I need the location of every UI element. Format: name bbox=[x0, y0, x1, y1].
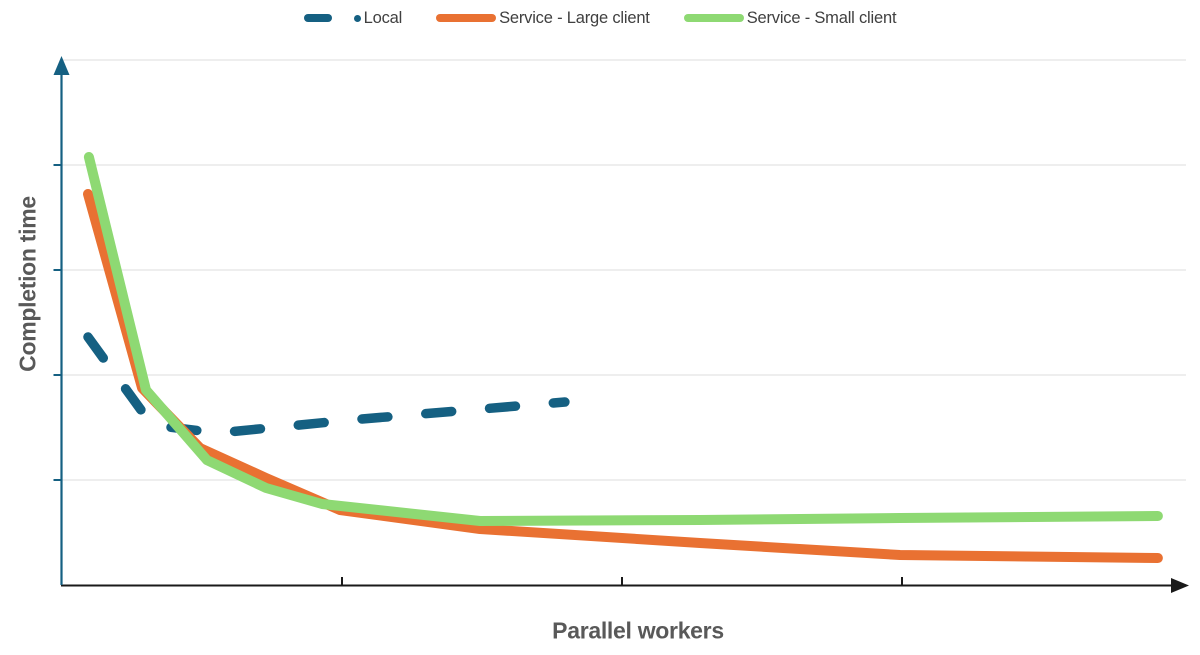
legend-dot-marker-icon bbox=[353, 14, 361, 22]
legend-item-service-large-client: Service - Large client bbox=[436, 9, 650, 28]
legend-item-service-small-client: Service - Small client bbox=[683, 8, 897, 28]
legend-label: Local bbox=[363, 8, 403, 27]
legend-dash-marker-icon bbox=[303, 14, 332, 22]
x-axis-title: Parallel workers bbox=[552, 617, 724, 644]
legend-item-local: Local bbox=[303, 8, 403, 28]
legend-label: Service - Large client bbox=[499, 8, 650, 27]
chart-legend: Local Service - Large client Service - Sma… bbox=[0, 4, 1200, 32]
series-line-service-large-client bbox=[83, 189, 1163, 563]
legend-line-marker-icon bbox=[436, 14, 497, 22]
series-line-service-small-client bbox=[83, 152, 1163, 526]
y-axis-title: Completion time bbox=[14, 196, 41, 372]
legend-line-marker-icon bbox=[683, 14, 744, 22]
x-axis-arrow-icon bbox=[1171, 578, 1189, 593]
series-line-local bbox=[83, 332, 570, 438]
y-axis-arrow-icon bbox=[53, 56, 70, 75]
legend-label: Service - Small client bbox=[746, 8, 897, 27]
